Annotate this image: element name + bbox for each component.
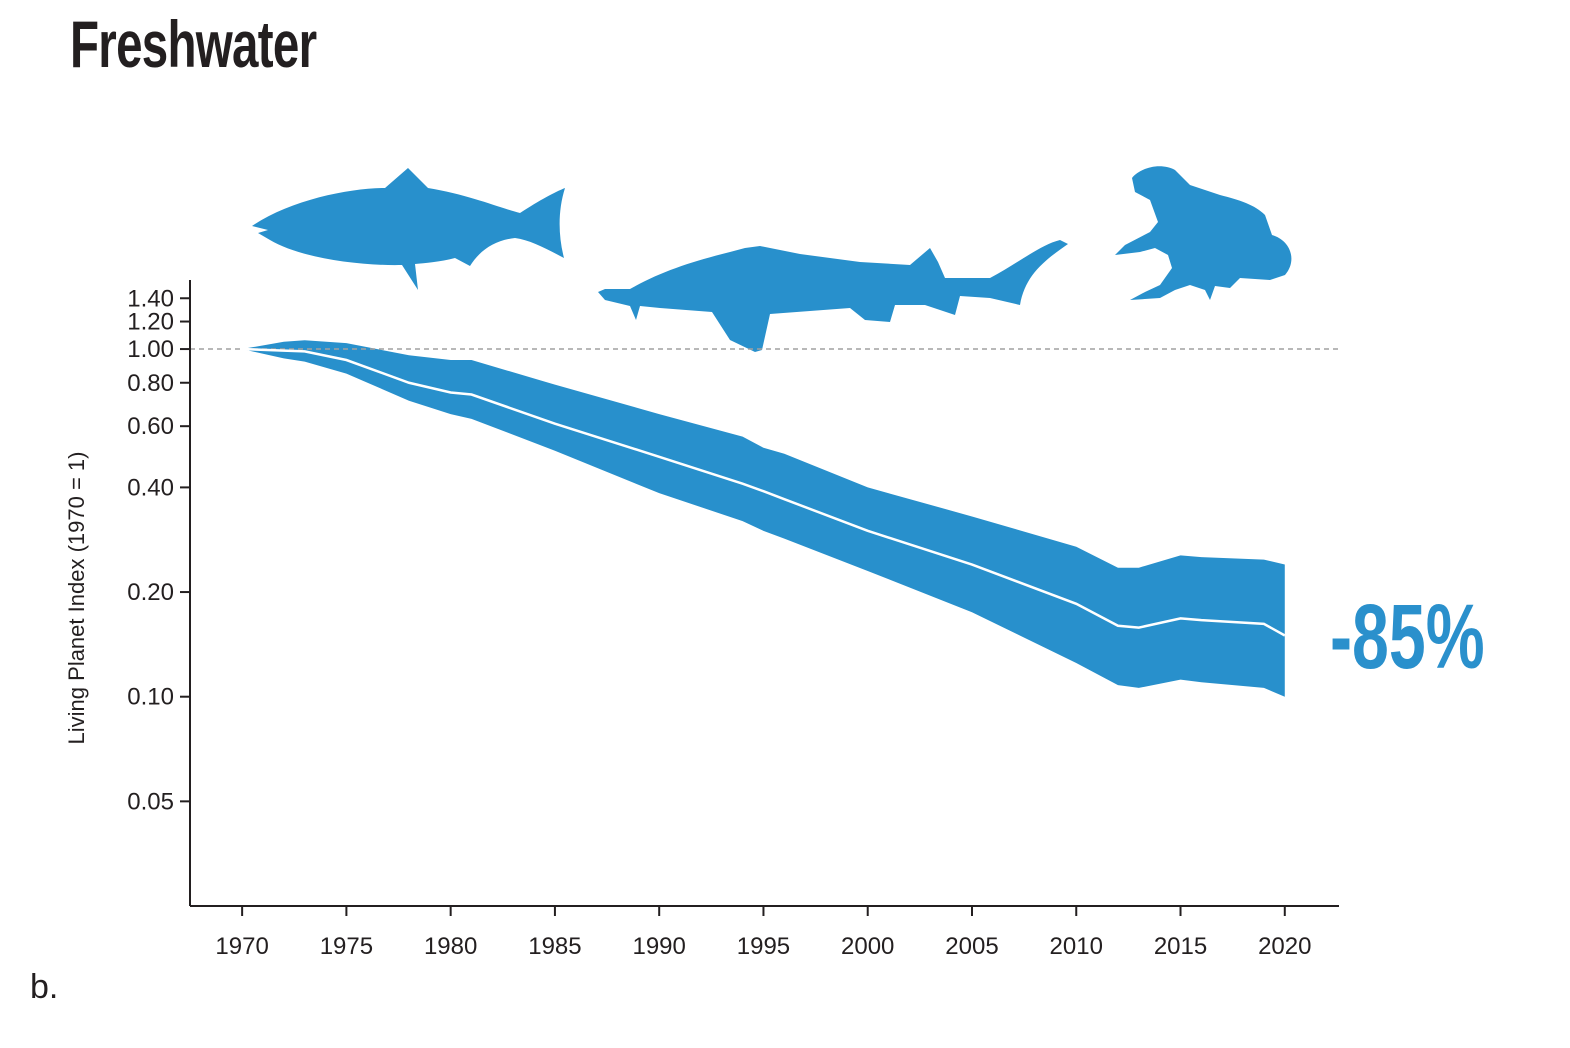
x-tick-label: 1995 — [737, 933, 790, 960]
x-tick-label: 2015 — [1154, 933, 1207, 960]
x-tick-label: 1990 — [632, 933, 685, 960]
x-tick-label: 1970 — [215, 933, 268, 960]
sturgeon-icon — [598, 240, 1068, 352]
confidence-band — [242, 340, 1285, 697]
y-tick-label: 1.20 — [127, 309, 174, 336]
y-tick-label: 0.60 — [127, 413, 174, 440]
x-tick-label: 1985 — [528, 933, 581, 960]
y-tick-label: 1.40 — [127, 285, 174, 312]
salmon-icon — [252, 168, 565, 290]
y-tick-label: 1.00 — [127, 336, 174, 363]
x-tick-label: 1980 — [424, 933, 477, 960]
y-tick-label: 0.20 — [127, 579, 174, 606]
x-tick-label: 2000 — [841, 933, 894, 960]
y-tick-label: 0.10 — [127, 684, 174, 711]
y-tick-label: 0.40 — [127, 474, 174, 501]
x-tick-label: 1975 — [320, 933, 373, 960]
animal-silhouettes — [252, 166, 1292, 352]
frog-icon — [1115, 166, 1292, 300]
y-tick-label: 0.80 — [127, 370, 174, 397]
y-axis-label: Living Planet Index (1970 = 1) — [64, 452, 89, 745]
panel-label: b. — [30, 968, 59, 1006]
x-tick-label: 2005 — [945, 933, 998, 960]
x-tick-label: 2010 — [1050, 933, 1103, 960]
change-annotation: -85% — [1330, 584, 1485, 687]
x-tick-label: 2020 — [1258, 933, 1311, 960]
chart-title: Freshwater — [70, 7, 317, 81]
index-line — [242, 347, 1286, 637]
y-tick-label: 0.05 — [127, 788, 174, 815]
